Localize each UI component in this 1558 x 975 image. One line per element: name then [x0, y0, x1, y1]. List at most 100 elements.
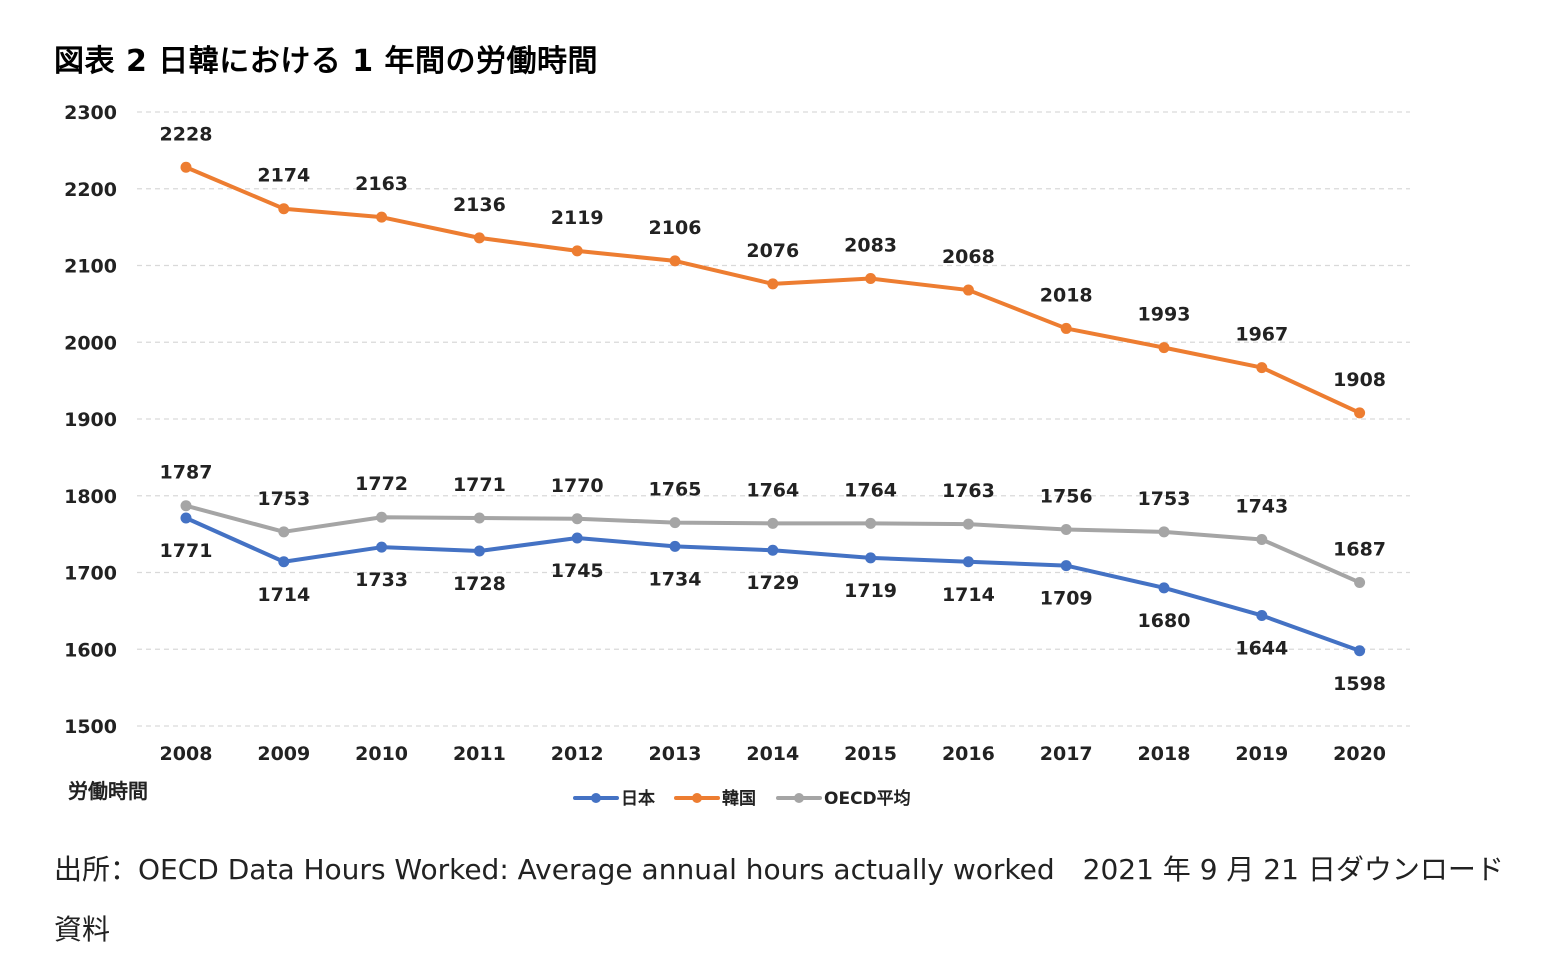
data-point	[669, 540, 681, 552]
data-label: 1993	[1138, 304, 1191, 326]
x-tick-label: 2010	[355, 743, 408, 765]
y-tick-label: 2200	[64, 179, 117, 201]
data-point	[1256, 362, 1268, 374]
legend-item: OECD平均	[776, 788, 911, 809]
grid-lines	[137, 111, 1410, 727]
data-point	[767, 544, 779, 556]
data-label: 1763	[942, 480, 995, 502]
data-label: 1687	[1333, 538, 1386, 560]
data-label: 2119	[551, 207, 604, 229]
data-point	[962, 284, 974, 296]
data-point	[278, 556, 290, 568]
x-tick-label: 2018	[1138, 743, 1191, 765]
data-label: 1771	[160, 540, 213, 562]
data-label: 1728	[453, 573, 506, 595]
data-point	[669, 517, 681, 529]
x-tick-label: 2020	[1333, 743, 1386, 765]
y-tick-label: 2000	[64, 332, 117, 354]
data-point	[1060, 524, 1072, 536]
data-point	[376, 211, 388, 223]
data-label: 1733	[355, 569, 408, 591]
data-point	[1354, 645, 1366, 657]
data-label: 1764	[844, 479, 897, 501]
data-label: 1644	[1235, 637, 1288, 659]
y-tick-label: 2100	[64, 256, 117, 278]
x-tick-label: 2019	[1235, 743, 1288, 765]
y-tick-label: 1700	[64, 563, 117, 585]
y-tick-label: 1800	[64, 486, 117, 508]
data-label: 1734	[649, 568, 702, 590]
legend-item: 日本	[573, 788, 655, 809]
data-point	[767, 517, 779, 529]
data-point	[473, 232, 485, 244]
data-point	[669, 255, 681, 267]
data-label: 1771	[453, 474, 506, 496]
data-point	[1256, 609, 1268, 621]
x-tick-label: 2008	[160, 743, 213, 765]
series-2	[180, 500, 1366, 588]
data-point	[865, 517, 877, 529]
data-point	[767, 278, 779, 290]
data-point	[180, 500, 192, 512]
series-0	[180, 512, 1366, 657]
data-label: 1756	[1040, 486, 1093, 508]
data-point	[180, 512, 192, 524]
y-tick-label: 1500	[64, 716, 117, 738]
data-point	[1158, 526, 1170, 538]
data-label: 1764	[746, 479, 799, 501]
y-tick-label: 1600	[64, 639, 117, 661]
data-label: 2106	[649, 217, 702, 239]
data-label: 1753	[1138, 488, 1191, 510]
y-tick-label: 1900	[64, 409, 117, 431]
data-label: 2174	[257, 165, 310, 187]
data-label: 1714	[257, 584, 310, 606]
x-tick-label: 2017	[1040, 743, 1093, 765]
data-label: 1598	[1333, 673, 1386, 695]
data-label: 1680	[1138, 610, 1191, 632]
y-axis-label: 労働時間	[68, 779, 148, 803]
data-point	[1354, 407, 1366, 419]
data-point	[1158, 342, 1170, 354]
x-tick-label: 2013	[649, 743, 702, 765]
x-tick-label: 2014	[746, 743, 799, 765]
data-point	[571, 513, 583, 525]
y-tick-label: 2300	[64, 102, 117, 124]
source-note: 出所：OECD Data Hours Worked: Average annua…	[54, 853, 1504, 946]
data-label: 1908	[1333, 369, 1386, 391]
data-point	[278, 526, 290, 538]
data-point	[1158, 582, 1170, 594]
data-label: 1770	[551, 475, 604, 497]
data-point	[473, 545, 485, 557]
x-tick-label: 2011	[453, 743, 506, 765]
data-point	[571, 532, 583, 544]
data-point	[278, 203, 290, 215]
line-chart: 1500 1600 1700 1800 1900 2000 2100 2200 2300 200…	[64, 102, 1410, 809]
legend-swatch-marker	[692, 793, 702, 803]
data-label: 2083	[844, 235, 897, 257]
x-tick-label: 2016	[942, 743, 995, 765]
data-label: 1719	[844, 580, 897, 602]
data-label: 1753	[257, 488, 310, 510]
data-point	[376, 511, 388, 523]
data-label: 1729	[746, 572, 799, 594]
data-label: 1709	[1040, 588, 1093, 610]
data-label: 1743	[1235, 495, 1288, 517]
data-label: 1772	[355, 473, 408, 495]
legend-swatch-marker	[591, 793, 601, 803]
data-label: 2163	[355, 173, 408, 195]
data-point	[1256, 533, 1268, 545]
data-label: 2228	[160, 123, 213, 145]
data-point	[1354, 576, 1366, 588]
series-lines	[180, 161, 1366, 657]
x-tick-label: 2012	[551, 743, 604, 765]
legend-label: 韓国	[722, 788, 756, 809]
data-point	[1060, 560, 1072, 572]
series-line	[184, 165, 1362, 415]
data-point	[571, 245, 583, 257]
data-point	[962, 518, 974, 530]
x-axis-ticks: 2008 2009 2010 2011 2012 2013 2014 2015 2016 2017…	[160, 743, 1386, 765]
data-label: 1787	[160, 462, 213, 484]
legend-item: 韓国	[674, 788, 756, 809]
x-tick-label: 2015	[844, 743, 897, 765]
data-point	[473, 512, 485, 524]
